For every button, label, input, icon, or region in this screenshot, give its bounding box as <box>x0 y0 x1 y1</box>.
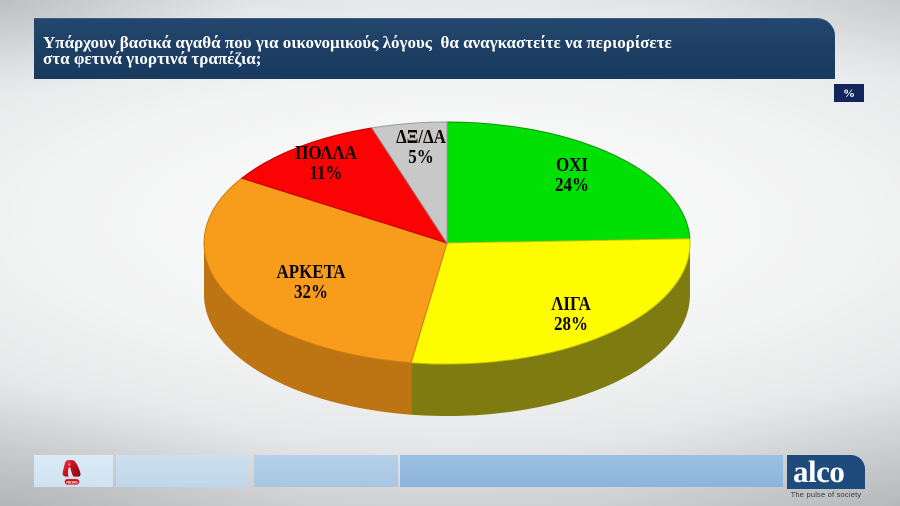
svg-text:NEWS: NEWS <box>66 480 78 484</box>
